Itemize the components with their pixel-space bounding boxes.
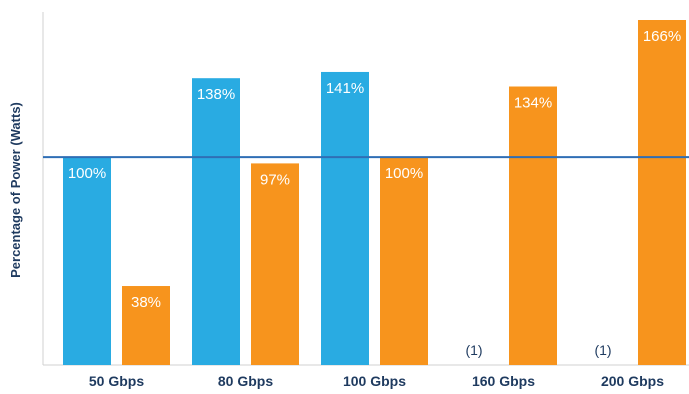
x-tick-label: 50 Gbps [89, 373, 144, 389]
bars-group: 100% 38% 138% 97% 141% 100% (1) 134% (1) 166% [63, 20, 686, 366]
footnote-label: (1) [594, 342, 611, 358]
x-tick-label: 100 Gbps [343, 373, 406, 389]
category-labels: 50 Gbps 80 Gbps 100 Gbps 160 Gbps 200 Gbps [89, 373, 664, 389]
bar-100-gbps-s2 [380, 157, 428, 365]
bar-value-label: 100% [68, 165, 106, 182]
x-tick-label: 160 Gbps [472, 373, 535, 389]
x-tick-label: 80 Gbps [218, 373, 273, 389]
bar-value-label: 38% [131, 294, 161, 311]
bar-50-gbps-s2 [122, 286, 170, 365]
bar-value-label: 141% [326, 80, 364, 97]
y-axis-title: Percentage of Power (Watts) [8, 102, 23, 278]
bar-value-label: 138% [197, 86, 235, 103]
bar-100-gbps-s1 [321, 71, 369, 366]
bar-value-label: 97% [260, 171, 290, 188]
bar-160-gbps-s2 [509, 86, 557, 365]
bar-value-label: 134% [514, 95, 552, 112]
bar-value-label: 100% [385, 165, 423, 182]
bar-value-label: 166% [643, 28, 681, 45]
footnote-label: (1) [465, 342, 482, 358]
bar-80-gbps-s2 [251, 163, 299, 365]
bar-200-gbps-s2 [638, 20, 686, 365]
x-tick-label: 200 Gbps [601, 373, 664, 389]
bar-50-gbps-s1 [63, 157, 111, 365]
bar-80-gbps-s1 [192, 78, 240, 365]
